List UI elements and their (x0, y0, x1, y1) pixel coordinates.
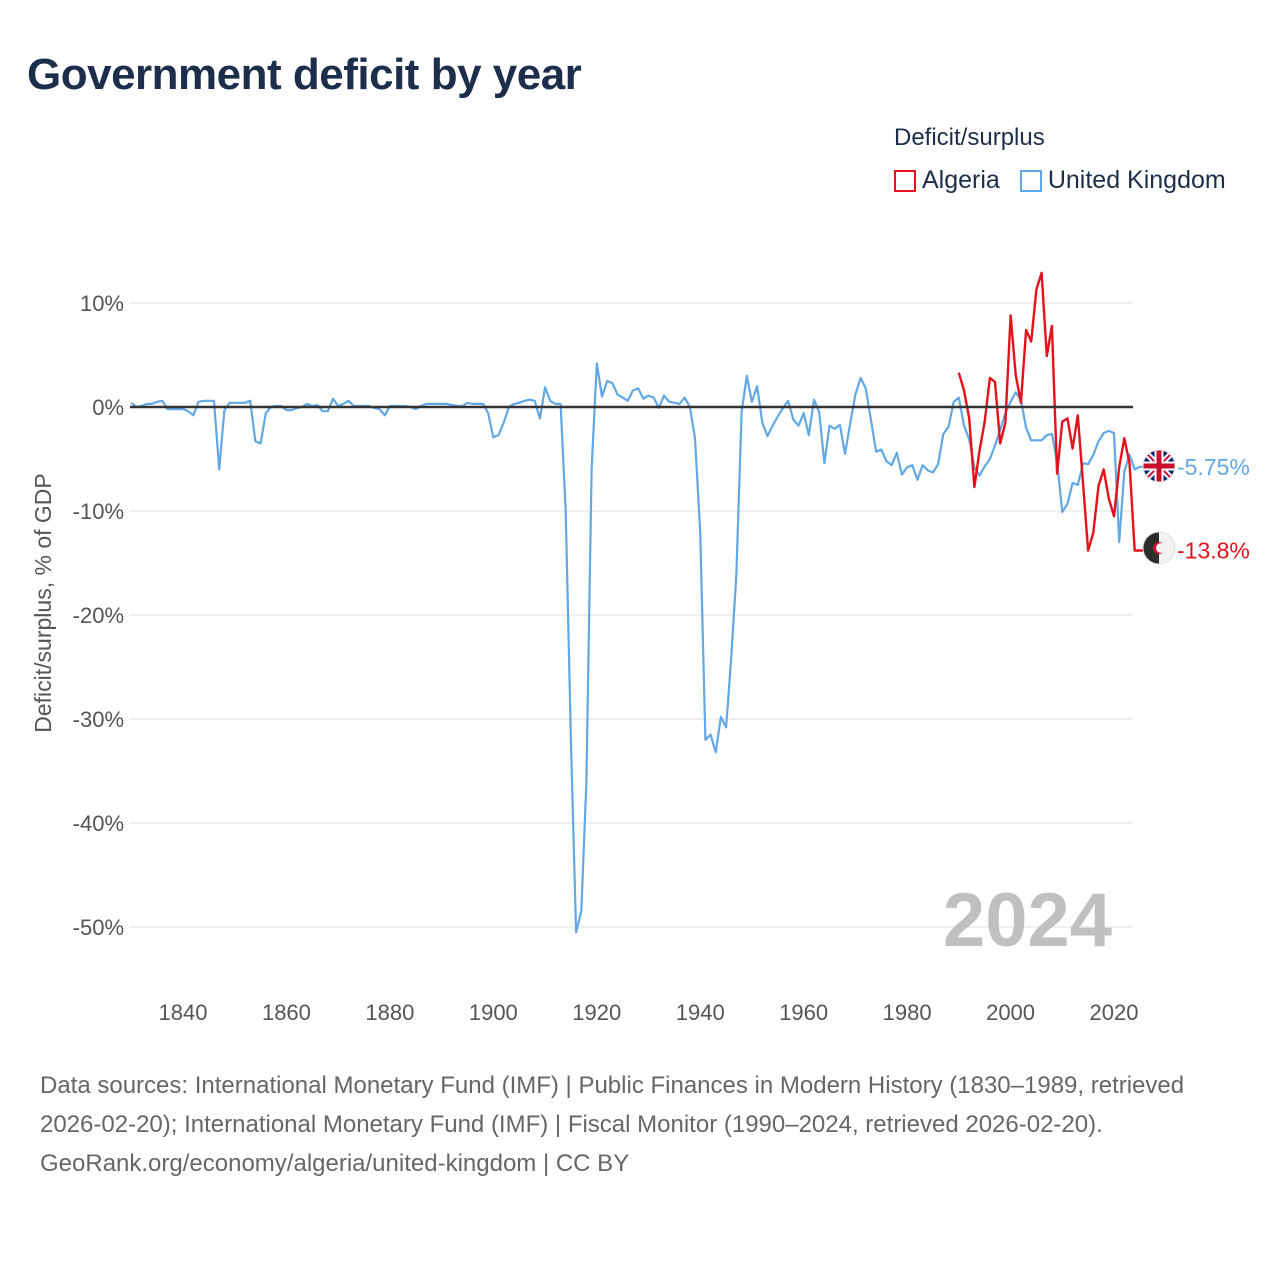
x-tick-label: 1900 (469, 1000, 518, 1025)
legend-item-united-kingdom[interactable]: United Kingdom (1019, 166, 1226, 195)
chart-title: Government deficit by year (27, 50, 582, 99)
x-tick-label: 2000 (986, 1000, 1035, 1025)
legend-swatch-algeria (894, 169, 916, 192)
legend: Algeria United Kingdom (894, 166, 1246, 195)
y-tick-label: -20% (73, 603, 124, 628)
series-line-united-kingdom[interactable] (130, 362, 1145, 934)
y-axis-ticks: 10% 0% -10% -20% -30% -40% -50% (73, 291, 124, 940)
x-axis-ticks: 1840 1860 1880 1900 1920 1940 1960 1980 2000 2020 (159, 1000, 1139, 1025)
x-tick-label: 2020 (1090, 1000, 1139, 1025)
legend-swatch-united-kingdom (1019, 169, 1042, 192)
end-label-united-kingdom: -5.75% (1177, 454, 1250, 480)
data-sources: Data sources: International Monetary Fun… (40, 1072, 1185, 1138)
x-tick-label: 1980 (883, 1000, 932, 1025)
y-axis-title: Deficit/surplus, % of GDP (30, 473, 56, 732)
end-labels: -5.75% -13.8% (1177, 454, 1250, 564)
x-tick-label: 1940 (676, 1000, 725, 1025)
credit-link[interactable]: GeoRank.org/economy/algeria/united-kingd… (40, 1150, 630, 1177)
y-tick-label: -40% (73, 811, 124, 836)
x-tick-label: 1840 (159, 1000, 208, 1025)
grid-lines (130, 302, 1133, 928)
legend-item-algeria[interactable]: Algeria (894, 166, 1000, 195)
y-tick-label: -10% (73, 499, 124, 524)
legend-title: Deficit/surplus (894, 124, 1045, 151)
y-tick-label: 0% (92, 395, 124, 420)
united-kingdom-flag-icon (1142, 449, 1176, 483)
year-label: 2024 (943, 878, 1112, 963)
y-tick-label: -50% (73, 915, 124, 940)
x-tick-label: 1860 (262, 1000, 311, 1025)
line-chart: 10% 0% -10% -20% -30% -40% -50% 1840 1860 1880 19… (30, 271, 1250, 1025)
x-tick-label: 1880 (365, 1000, 414, 1025)
end-label-algeria: -13.8% (1177, 538, 1250, 564)
x-tick-label: 1920 (572, 1000, 621, 1025)
algeria-flag-icon (1142, 531, 1176, 565)
y-tick-label: -30% (73, 707, 124, 732)
series-line-algeria[interactable] (957, 271, 1145, 552)
footer: Data sources: International Monetary Fun… (40, 1066, 1240, 1183)
legend-label-algeria: Algeria (922, 166, 1000, 194)
legend-label-united-kingdom: United Kingdom (1047, 166, 1226, 194)
x-tick-label: 1960 (779, 1000, 828, 1025)
series-lines (130, 271, 1145, 934)
y-tick-label: 10% (80, 291, 124, 316)
